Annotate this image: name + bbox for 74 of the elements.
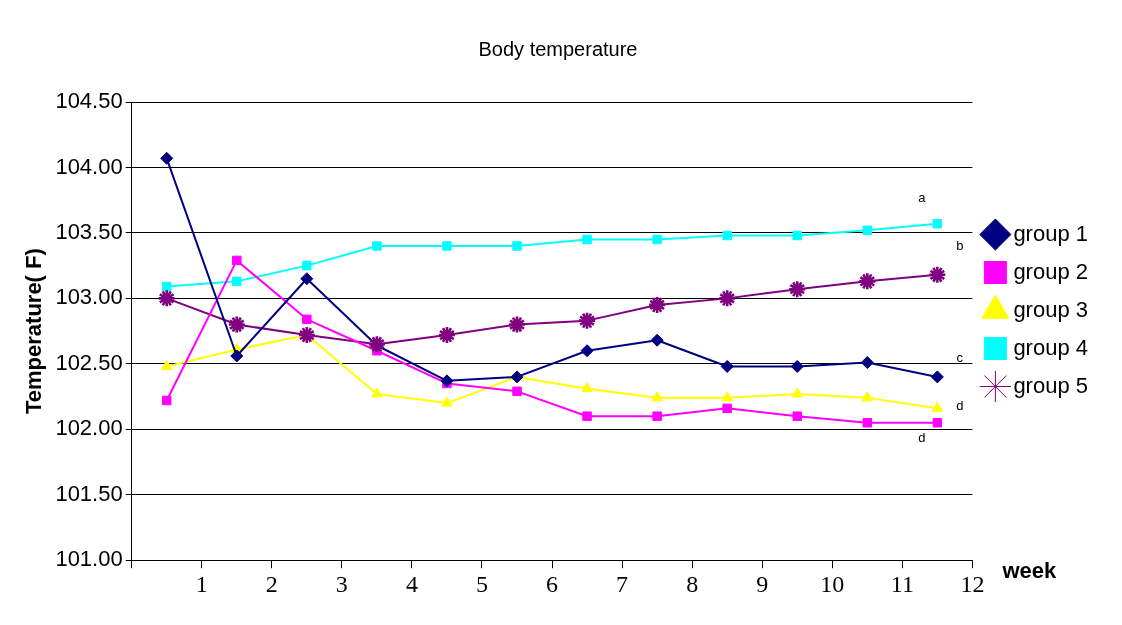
x-tick-label: 5 — [475, 570, 488, 597]
point — [441, 396, 453, 407]
y-axis-title: Temperature( F) — [21, 248, 47, 415]
point — [790, 359, 804, 373]
point — [230, 349, 244, 363]
legend-label: group 4 — [1013, 334, 1089, 360]
annotation: c — [956, 350, 964, 366]
point — [302, 314, 312, 325]
x-tick-label: 6 — [546, 570, 559, 597]
legend-label: group 2 — [1013, 258, 1089, 284]
point — [580, 344, 594, 358]
point — [652, 411, 662, 421]
x-tick-label: 1 — [195, 570, 208, 597]
point — [440, 374, 454, 388]
x-tick-label: 7 — [616, 570, 629, 597]
point — [862, 225, 873, 236]
legend-label: group 5 — [1013, 372, 1089, 398]
point — [300, 272, 314, 286]
legend-label: group 3 — [1013, 296, 1089, 322]
point — [442, 241, 452, 251]
point — [860, 356, 874, 370]
annotation: d — [918, 430, 926, 446]
x-tick-label: 3 — [335, 570, 348, 597]
point — [161, 395, 172, 406]
point — [651, 391, 663, 402]
x-tick-label: 12 — [960, 570, 985, 597]
point — [721, 391, 733, 402]
point — [792, 230, 802, 241]
point — [652, 234, 662, 245]
x-tick-label: 4 — [405, 570, 418, 597]
point — [302, 260, 312, 271]
y-tick-label: 103.00 — [55, 284, 123, 310]
point — [372, 241, 382, 251]
chart-title: Body temperature — [478, 37, 638, 60]
point — [932, 219, 943, 229]
point — [931, 401, 944, 412]
x-tick-label: 11 — [890, 570, 914, 597]
point — [792, 411, 802, 421]
point — [930, 370, 944, 384]
point — [160, 151, 174, 165]
y-tick-label: 104.50 — [55, 88, 123, 114]
x-tick-label: 8 — [686, 570, 699, 597]
point — [232, 276, 242, 287]
annotation: d — [956, 398, 964, 414]
y-tick-label: 101.00 — [55, 546, 123, 572]
annotation: a — [918, 189, 927, 205]
x-tick-label: 9 — [756, 570, 769, 597]
point — [722, 230, 732, 241]
point — [582, 411, 592, 421]
point — [581, 382, 593, 393]
point — [791, 387, 803, 398]
annotation: b — [956, 237, 964, 253]
x-tick-label: 10 — [820, 570, 845, 597]
point — [371, 387, 383, 398]
point — [932, 418, 943, 428]
point — [512, 386, 522, 397]
point — [862, 418, 873, 428]
point — [161, 359, 173, 370]
point — [512, 241, 522, 251]
point — [650, 333, 664, 347]
point — [861, 391, 873, 402]
point — [232, 255, 242, 266]
y-tick-label: 102.50 — [55, 349, 123, 375]
x-tick-label: 2 — [265, 570, 278, 597]
y-tick-label: 104.00 — [55, 153, 123, 179]
point — [582, 234, 592, 245]
point — [161, 281, 172, 292]
point — [722, 403, 732, 414]
point — [720, 359, 734, 373]
legend-label: group 1 — [1013, 220, 1089, 246]
y-tick-label: 103.50 — [55, 218, 123, 244]
y-tick-label: 102.00 — [55, 415, 123, 441]
y-tick-label: 101.50 — [55, 480, 123, 506]
x-axis-title: week — [1001, 558, 1057, 584]
